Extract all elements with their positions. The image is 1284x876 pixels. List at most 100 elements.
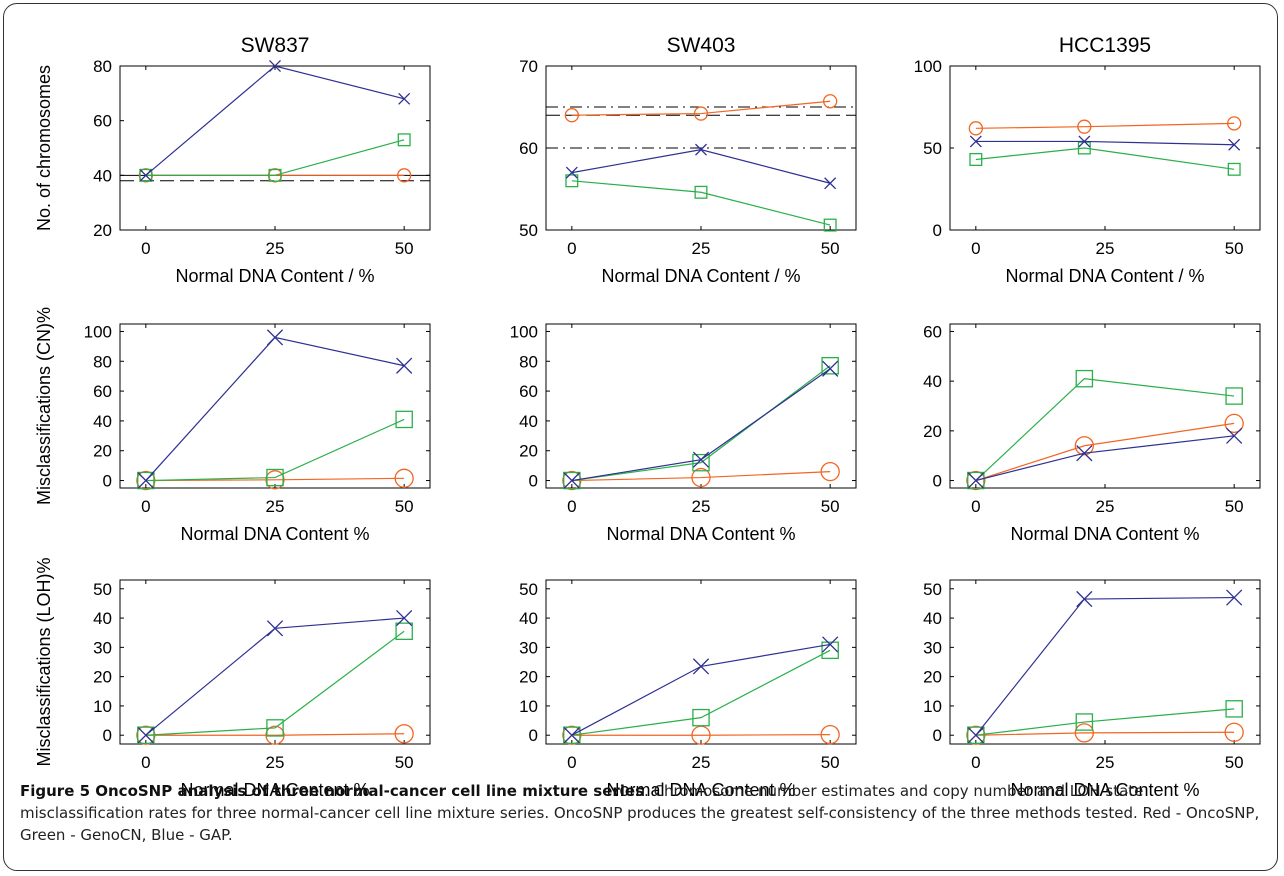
data-point-cross [563,472,580,489]
y-axis-label: No. of chromosomes [34,65,54,231]
data-point-cross [822,360,839,377]
x-axis-label: Normal DNA Content / % [1005,266,1204,286]
data-point-square [692,708,710,727]
data-point-circle [394,468,414,488]
x-tick-label: 0 [567,497,576,516]
data-point-circle [562,725,582,745]
y-tick-label: 80 [93,352,112,371]
data-point-square [694,185,708,199]
x-tick-label: 0 [971,497,980,516]
panel-SW837-chromosomes: 0 25 50 20 40 60 80 SW837 Normal DNA Content / %… [34,34,431,286]
data-point-circle [564,108,579,123]
x-tick-label: 25 [1096,497,1115,516]
y-tick-label: 0 [103,472,112,491]
y-tick-label: 40 [923,609,942,628]
figure-frame [3,3,1278,871]
data-point-square [563,726,581,744]
y-tick-label: 50 [519,221,538,240]
data-point-circle [823,94,838,109]
data-point-circle [1224,413,1244,434]
y-tick-label: 20 [519,668,538,687]
y-tick-label: 30 [519,638,538,657]
y-tick-label: 20 [923,668,942,687]
data-point-circle [397,168,412,183]
caption-title: Figure 5 OncoSNP analysis of three norma… [20,782,645,800]
data-point-cross [1228,138,1241,151]
data-point-square [967,471,985,490]
x-axis-label: Normal DNA Content / % [175,266,374,286]
series-line-square [975,378,1235,481]
y-tick-label: 40 [93,609,112,628]
x-tick-label: 50 [821,497,840,516]
x-axis-label: Normal DNA Content % [180,524,369,544]
data-point-square [1225,700,1243,718]
data-point-circle [265,470,285,490]
plot-area [949,579,1261,745]
x-tick-label: 50 [1225,753,1244,772]
data-point-cross [1226,589,1243,606]
x-axis-label: Normal DNA Content / % [601,266,800,286]
data-point-square [969,152,983,166]
data-point-cross [969,135,982,148]
data-point-square [266,468,284,487]
series-line-circle [571,100,831,116]
series-line-circle [975,422,1235,482]
y-tick-label: 0 [529,472,538,491]
caption-text: . Chromosome number estimates and copy n… [20,782,1260,844]
data-point-circle [820,724,840,745]
data-point-square [1075,369,1094,388]
x-tick-label: 0 [971,753,980,772]
x-tick-label: 25 [1096,239,1115,258]
plot-area [119,323,431,489]
data-point-cross [1078,135,1091,148]
data-point-square [1227,162,1241,176]
data-point-cross [1076,445,1093,462]
data-point-square [967,726,985,744]
y-tick-label: 0 [933,472,942,491]
x-axis-label: Normal DNA Content % [606,780,795,800]
data-point-square [139,168,153,182]
data-point-square [268,168,282,182]
series-line-circle [975,122,1235,129]
series-line-cross [975,596,1235,736]
y-tick-label: 60 [93,112,112,131]
panel-SW403-chromosomes: 0 25 50 50 60 70 SW403 Normal DNA Content / % [519,34,857,286]
y-tick-label: 60 [519,139,538,158]
x-tick-label: 0 [141,497,150,516]
series-line-square [975,147,1235,170]
y-tick-label: 20 [93,221,112,240]
x-tick-label: 0 [971,239,980,258]
series-line-square [145,418,405,482]
data-point-square [137,471,155,490]
x-tick-label: 0 [567,239,576,258]
figure-caption: Figure 5 OncoSNP analysis of three norma… [20,780,1270,846]
y-tick-label: 100 [914,57,942,76]
series-line-cross [571,643,831,736]
data-point-cross [1076,590,1093,608]
x-tick-label: 50 [395,239,414,258]
y-tick-label: 80 [519,352,538,371]
data-point-cross [692,451,710,468]
data-point-circle [693,106,709,121]
series-line-circle [975,731,1235,736]
y-tick-label: 20 [93,668,112,687]
panel-title: HCC1395 [1059,34,1151,57]
data-point-circle [562,470,582,491]
series-line-cross [145,336,405,481]
data-point-circle [1074,436,1094,456]
data-point-cross [1226,427,1243,444]
x-tick-label: 25 [692,239,711,258]
data-point-square [397,133,411,147]
y-tick-label: 40 [923,372,942,391]
x-tick-label: 25 [266,497,285,516]
y-tick-label: 60 [519,382,538,401]
series-line-square [975,708,1235,736]
data-point-circle [1074,723,1094,743]
data-point-circle [394,724,414,744]
data-point-square [266,719,284,737]
y-tick-label: 40 [93,166,112,185]
data-point-cross [266,620,284,637]
x-tick-label: 25 [692,753,711,772]
y-tick-label: 10 [93,697,112,716]
panel-title: SW837 [241,34,310,57]
